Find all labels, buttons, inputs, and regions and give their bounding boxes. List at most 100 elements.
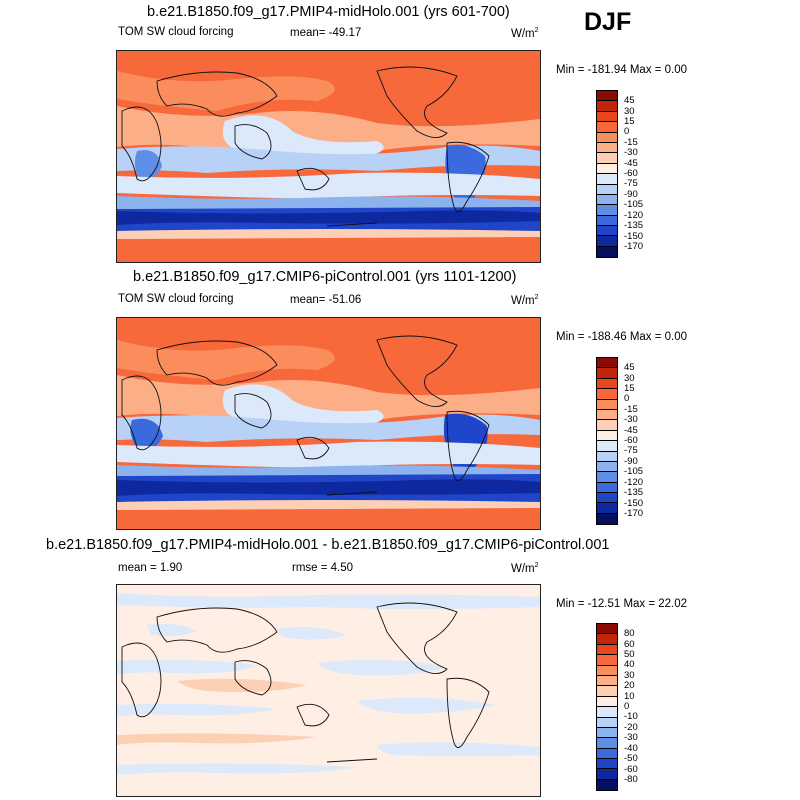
panel2-colorbar-label: 45 [624,362,635,373]
panel2-colorbar-label: -150 [624,498,644,509]
panel1-colorbar-label: -105 [624,199,644,210]
panel1-colorbar-swatch [597,101,617,112]
panel1-map-field [117,51,540,262]
panel3-colorbar-swatch [597,624,617,635]
panel1-colorbar-label: -170 [624,241,644,252]
panel2-colorbar-swatch [597,368,617,379]
panel1-units: W/m2 [511,27,539,40]
panel1-colorbar-swatch [597,205,617,216]
panel2-colorbar-label: 15 [624,383,635,394]
panel2-colorbar-swatch [597,389,617,400]
panel3-colorbar-label: 50 [624,649,635,660]
panel1-colorbar-label: -75 [624,178,638,189]
panel2-colorbar-swatch [597,513,617,525]
panel3-units: W/m2 [511,562,539,575]
panel2-colorbar-swatch [597,399,617,410]
panel3-colorbar-swatch [597,665,617,676]
panel3-colorbar-swatch [597,748,617,760]
panel3-colorbar-swatch [597,727,617,739]
panel3-map [116,584,541,797]
panel3-colorbar-swatch [597,686,617,697]
panel3-colorbar-swatch [597,644,617,656]
panel1-colorbar-swatch [597,132,617,143]
panel3-rmse-label: rmse = 4.50 [292,562,354,574]
panel2-colorbar-swatch [597,493,617,504]
panel3-colorbar-label: 80 [624,628,635,639]
panel1-left-label: TOM SW cloud forcing [118,26,234,38]
panel1-colorbar [596,90,618,258]
panel1-colorbar-swatch [597,226,617,237]
panel3-colorbar-label: 40 [624,659,635,670]
panel2-map [116,317,541,530]
panel1-colorbar-label: -45 [624,158,638,169]
panel2-colorbar-label: -75 [624,445,638,456]
panel3-mean-label: mean = 1.90 [118,562,183,574]
panel1-colorbar-swatch [597,91,617,102]
panel3-colorbar-label: 20 [624,680,635,691]
panel3-colorbar-label: 0 [624,701,630,712]
panel2-colorbar-label: -105 [624,466,644,477]
panel3-colorbar-swatch [597,759,617,770]
panel2-minmax: Min = -188.46 Max = 0.00 [556,331,688,343]
panel2-colorbar-label: -45 [624,425,638,436]
panel1-colorbar-swatch [597,122,617,133]
panel2-title: b.e21.B1850.f09_g17.CMIP6-piControl.001 … [133,269,517,285]
panel2-mean-label: mean= -51.06 [290,294,362,306]
panel1-title: b.e21.B1850.f09_g17.PMIP4-midHolo.001 (y… [147,4,510,20]
panel2-colorbar-swatch [597,461,617,473]
panel2-colorbar-label: -15 [624,404,638,415]
panel2-colorbar-label: 0 [624,393,630,404]
panel1-colorbar-swatch [597,111,617,123]
panel1-map [116,50,541,263]
panel1-colorbar-swatch [597,153,617,164]
panel3-colorbar-swatch [597,655,617,666]
panel1-colorbar-swatch [597,215,617,227]
panel1-colorbar-label: -135 [624,220,644,231]
panel1-colorbar-swatch [597,142,617,154]
panel2-units: W/m2 [511,294,539,307]
panel1-colorbar-label: -90 [624,189,638,200]
panel2-colorbar-label: -60 [624,435,638,446]
panel3-colorbar-swatch [597,696,617,708]
panel2-colorbar-swatch [597,409,617,421]
panel1-colorbar-label: -60 [624,168,638,179]
panel1-mean-label: mean= -49.17 [290,27,362,39]
panel2-map-field [117,318,540,529]
panel3-colorbar-swatch [597,634,617,645]
panel3-colorbar-swatch [597,707,617,718]
panel1-colorbar-label: -120 [624,210,644,221]
panel3-colorbar-label: -50 [624,753,638,764]
panel2-colorbar-swatch [597,358,617,369]
panel1-minmax: Min = -181.94 Max = 0.00 [556,64,688,76]
panel3-colorbar-label: -10 [624,711,638,722]
panel1-colorbar-swatch [597,246,617,258]
panel3-minmax: Min = -12.51 Max = 22.02 [556,598,688,610]
panel3-colorbar [596,623,618,791]
panel3-colorbar-label: -30 [624,732,638,743]
panel3-colorbar-label: -40 [624,743,638,754]
panel1-colorbar-label: 30 [624,106,635,117]
panel1-colorbar-swatch [597,236,617,247]
panel3-colorbar-label: 60 [624,639,635,650]
panel1-colorbar-label: -30 [624,147,638,158]
panel1-colorbar-label: 45 [624,95,635,106]
panel3-colorbar-swatch [597,769,617,780]
panel3-colorbar-swatch [597,779,617,791]
panel2-colorbar-swatch [597,482,617,494]
panel1-colorbar-label: 15 [624,116,635,127]
panel1-colorbar-label: -15 [624,137,638,148]
panel1-colorbar-swatch [597,184,617,195]
panel2-colorbar-swatch [597,472,617,483]
panel1-colorbar-label: -150 [624,231,644,242]
panel3-colorbar-label: 10 [624,691,635,702]
panel2-colorbar-swatch [597,378,617,390]
panel3-title: b.e21.B1850.f09_g17.PMIP4-midHolo.001 - … [46,537,610,553]
panel3-colorbar-label: -80 [624,774,638,785]
panel2-colorbar-label: -30 [624,414,638,425]
panel3-colorbar-label: 30 [624,670,635,681]
panel3-colorbar-swatch [597,738,617,749]
panel2-colorbar-label: 30 [624,373,635,384]
panel2-left-label: TOM SW cloud forcing [118,293,234,305]
panel1-colorbar-swatch [597,194,617,206]
panel2-colorbar-label: -170 [624,508,644,519]
